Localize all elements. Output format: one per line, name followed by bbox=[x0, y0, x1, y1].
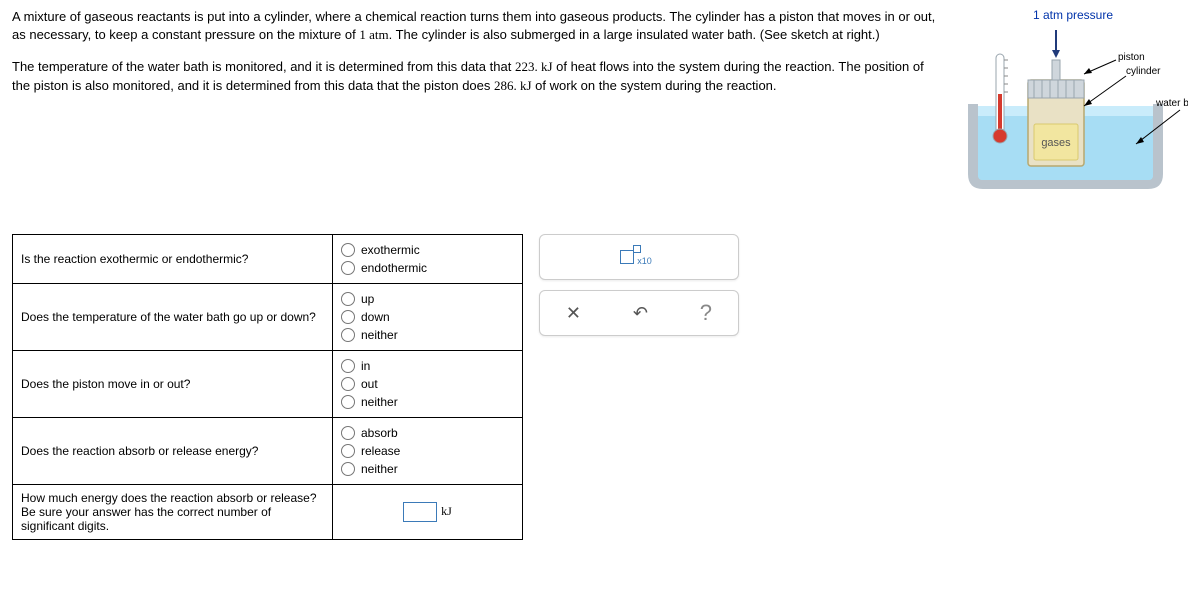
opt-label: out bbox=[361, 377, 378, 391]
q1-text: Is the reaction exothermic or endothermi… bbox=[13, 235, 333, 284]
sci-notation-button[interactable]: x10 bbox=[620, 250, 658, 264]
opt-label: neither bbox=[361, 328, 398, 342]
opt-label: endothermic bbox=[361, 261, 427, 275]
q2-opt-down[interactable] bbox=[341, 310, 355, 324]
sci-sub: x10 bbox=[637, 256, 652, 266]
para2c: of work on the system during the reactio… bbox=[532, 78, 777, 93]
q2-opt-neither[interactable] bbox=[341, 328, 355, 342]
diagram-svg: gases piston cylinde bbox=[958, 24, 1188, 194]
opt-label: in bbox=[361, 359, 370, 373]
gases-label: gases bbox=[1041, 137, 1071, 149]
opt-label: neither bbox=[361, 395, 398, 409]
table-row: Does the temperature of the water bath g… bbox=[13, 284, 523, 351]
q3-text: Does the piston move in or out? bbox=[13, 351, 333, 418]
piston-leader-label: piston bbox=[1118, 52, 1145, 63]
para1b: . The cylinder is also submerged in a la… bbox=[389, 27, 880, 42]
opt-label: neither bbox=[361, 462, 398, 476]
table-row: How much energy does the reaction absorb… bbox=[13, 485, 523, 540]
pressure-value: 1 atm bbox=[359, 27, 388, 42]
pressure-label: 1 atm pressure bbox=[958, 8, 1188, 22]
q1-opt-endothermic[interactable] bbox=[341, 261, 355, 275]
q4-opt-neither[interactable] bbox=[341, 462, 355, 476]
q2-text: Does the temperature of the water bath g… bbox=[13, 284, 333, 351]
energy-input[interactable] bbox=[403, 502, 437, 522]
problem-text: A mixture of gaseous reactants is put in… bbox=[12, 8, 938, 194]
clear-icon[interactable]: ✕ bbox=[566, 303, 581, 324]
heat-value: 223. kJ bbox=[515, 59, 553, 74]
q3-opt-neither[interactable] bbox=[341, 395, 355, 409]
q5-text: How much energy does the reaction absorb… bbox=[13, 485, 333, 540]
question-table: Is the reaction exothermic or endothermi… bbox=[12, 234, 523, 540]
undo-icon[interactable]: ↶ bbox=[633, 303, 648, 324]
q2-opt-up[interactable] bbox=[341, 292, 355, 306]
q4-opt-absorb[interactable] bbox=[341, 426, 355, 440]
work-value: 286. kJ bbox=[494, 78, 532, 93]
apparatus-diagram: 1 atm pressure gases bbox=[958, 8, 1188, 194]
opt-label: absorb bbox=[361, 426, 398, 440]
table-row: Does the reaction absorb or release ener… bbox=[13, 418, 523, 485]
opt-label: down bbox=[361, 310, 390, 324]
opt-label: release bbox=[361, 444, 400, 458]
cylinder-leader-label: cylinder bbox=[1126, 66, 1161, 77]
help-icon[interactable]: ? bbox=[700, 300, 712, 326]
table-row: Does the piston move in or out? in out n… bbox=[13, 351, 523, 418]
energy-unit: kJ bbox=[441, 504, 452, 518]
waterbath-leader-label: water bath bbox=[1155, 98, 1188, 109]
q4-opt-release[interactable] bbox=[341, 444, 355, 458]
opt-label: exothermic bbox=[361, 243, 420, 257]
opt-label: up bbox=[361, 292, 374, 306]
q4-text: Does the reaction absorb or release ener… bbox=[13, 418, 333, 485]
q3-opt-out[interactable] bbox=[341, 377, 355, 391]
q1-opt-exothermic[interactable] bbox=[341, 243, 355, 257]
para2a: The temperature of the water bath is mon… bbox=[12, 59, 515, 74]
table-row: Is the reaction exothermic or endothermi… bbox=[13, 235, 523, 284]
q3-opt-in[interactable] bbox=[341, 359, 355, 373]
toolbox: x10 ✕ ↶ ? bbox=[539, 234, 739, 346]
